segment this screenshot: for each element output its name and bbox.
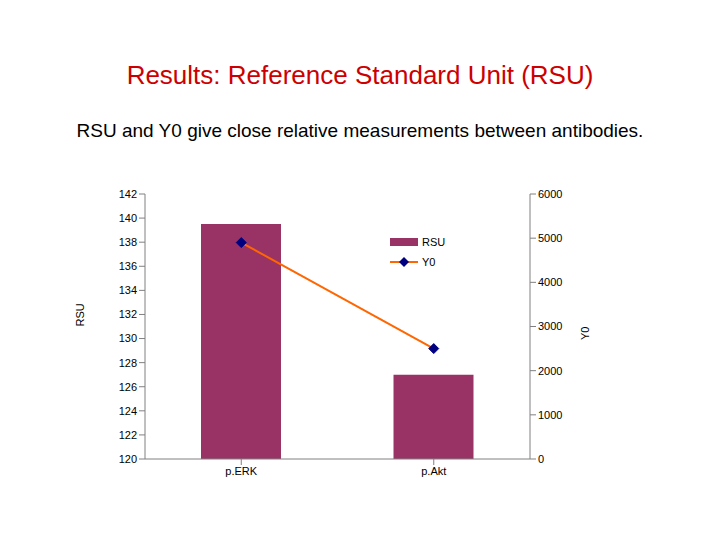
svg-text:2000: 2000 xyxy=(538,365,562,377)
html-text:RSU: RSU xyxy=(422,236,446,248)
svg-text:0: 0 xyxy=(538,453,544,465)
svg-text:140: 140 xyxy=(119,212,137,224)
svg-text:RSU: RSU xyxy=(74,303,86,326)
svg-text:126: 126 xyxy=(119,381,137,393)
svg-text:3000: 3000 xyxy=(538,320,562,332)
svg-text:128: 128 xyxy=(119,357,137,369)
svg-text:4000: 4000 xyxy=(538,276,562,288)
svg-text:132: 132 xyxy=(119,308,137,320)
svg-text:122: 122 xyxy=(119,429,137,441)
svg-text:142: 142 xyxy=(119,188,137,200)
html-text:RSU and Y0 give close relative: RSU and Y0 give close relative measureme… xyxy=(76,120,644,141)
svg-text:p.ERK: p.ERK xyxy=(225,465,257,477)
svg-text:p.Akt: p.Akt xyxy=(421,465,446,477)
svg-text:Y0: Y0 xyxy=(579,327,591,340)
svg-text:138: 138 xyxy=(119,236,137,248)
svg-text:124: 124 xyxy=(119,405,137,417)
svg-text:1000: 1000 xyxy=(538,409,562,421)
svg-text:5000: 5000 xyxy=(538,232,562,244)
svg-text:130: 130 xyxy=(119,332,137,344)
svg-text:134: 134 xyxy=(119,284,137,296)
svg-text:120: 120 xyxy=(119,453,137,465)
html-text:Results: Reference Standard Un: Results: Reference Standard Unit (RSU) xyxy=(126,60,594,90)
svg-text:6000: 6000 xyxy=(538,188,562,200)
html-text:Y0: Y0 xyxy=(422,256,436,268)
svg-text:136: 136 xyxy=(119,260,137,272)
